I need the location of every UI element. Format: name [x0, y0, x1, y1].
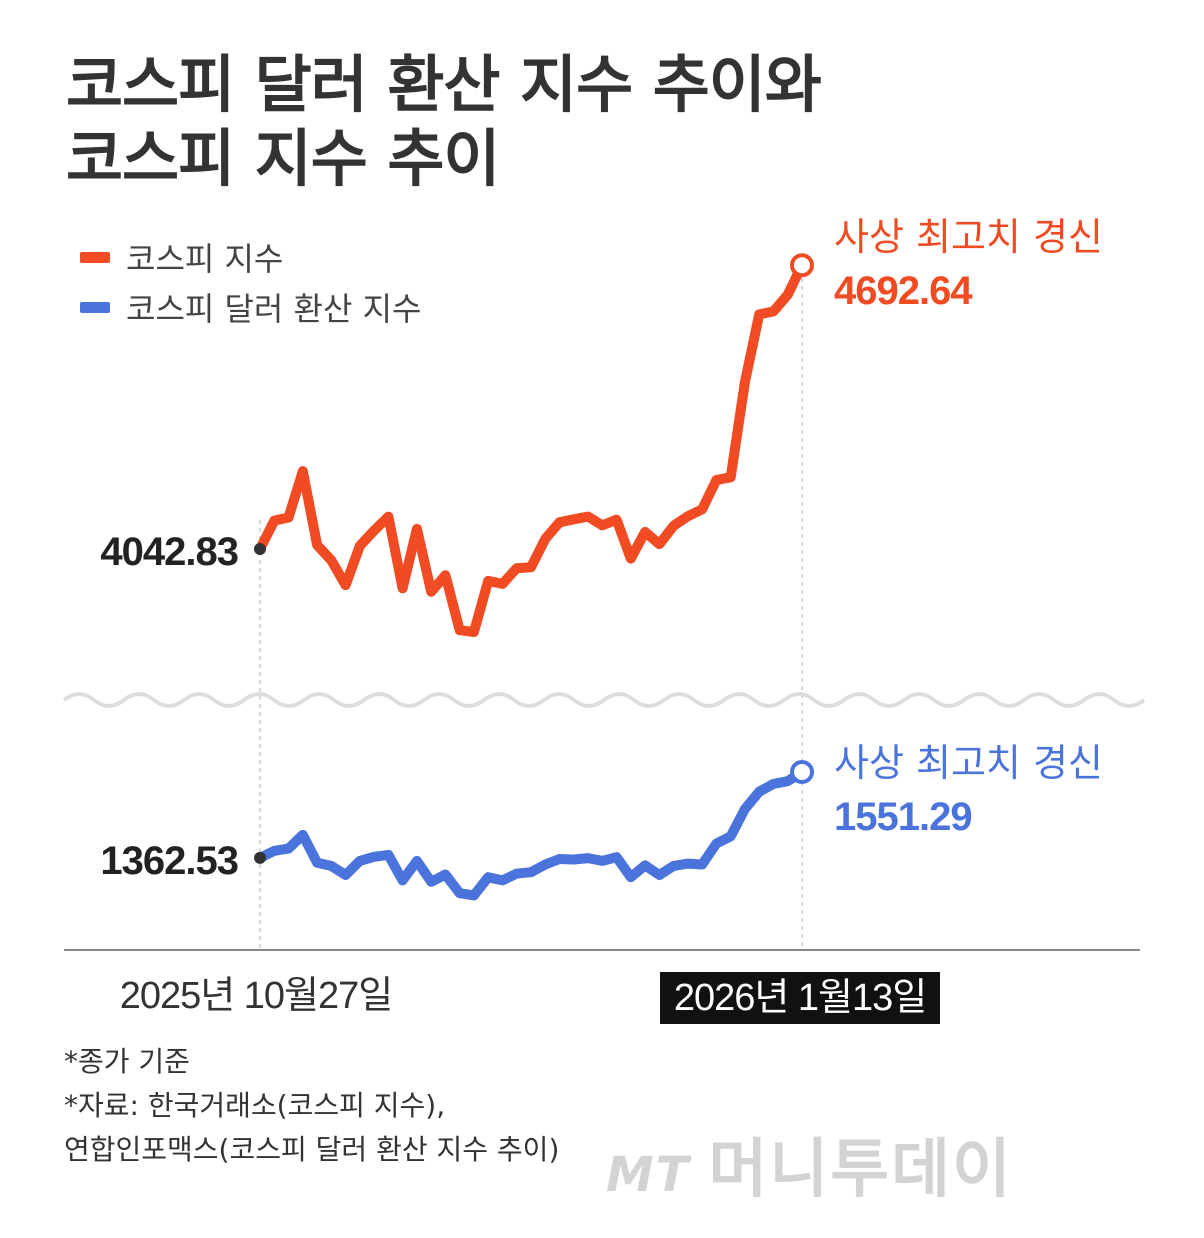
- legend: 코스피 지수 코스피 달러 환산 지수: [80, 232, 421, 332]
- start-point-kospi-usd: [254, 851, 266, 864]
- legend-swatch-kospi: [80, 251, 110, 263]
- series-line-kospi: [255, 260, 807, 637]
- record-high-note-kospi-usd: 사상 최고치 경신: [834, 741, 1103, 785]
- chart-title-line-2: 코스피 지수 추이: [66, 122, 500, 195]
- start-point-kospi: [254, 543, 266, 556]
- footnote-basis: *종가 기준: [64, 1045, 190, 1078]
- end-value-label-kospi: 4692.64: [834, 269, 973, 313]
- axis-break-wave: [62, 692, 1146, 708]
- record-high-note-kospi: 사상 최고치 경신: [834, 215, 1103, 259]
- start-value-label-kospi-usd: 1362.53: [100, 839, 238, 883]
- legend-item-kospi-usd: 코스피 달러 환산 지수: [80, 282, 421, 332]
- chart-title: 코스피 달러 환산 지수 추이와 코스피 지수 추이: [66, 48, 822, 196]
- x-tick-label-end-highlight: [660, 972, 940, 1024]
- series-line-kospi-usd: [255, 767, 807, 901]
- x-tick-label-start: 2025년 10월27일: [120, 975, 393, 1017]
- end-point-kospi: [790, 253, 814, 278]
- end-point-kospi-usd: [790, 759, 814, 784]
- legend-label-kospi-usd: 코스피 달러 환산 지수: [126, 290, 422, 328]
- x-tick-label-end: 2026년 1월13일: [674, 977, 926, 1019]
- publisher-watermark: MT 머니투데이: [606, 1118, 1013, 1210]
- watermark-text: 머니투데이: [708, 1133, 1013, 1207]
- chart-title-line-1: 코스피 달러 환산 지수 추이와: [66, 48, 822, 121]
- line-chart: 4042.83 사상 최고치 경신 4692.64 1362.53 사상 최고치 경신 1…: [62, 215, 1146, 1024]
- start-value-label-kospi: 4042.83: [100, 530, 238, 574]
- footnotes: *종가 기준 *자료: 한국거래소(코스피 지수), 연합인포맥스(코스피 달러…: [64, 1040, 559, 1172]
- footnote-source-1: *자료: 한국거래소(코스피 지수),: [64, 1089, 446, 1122]
- legend-item-kospi: 코스피 지수: [80, 232, 421, 282]
- watermark-logo: MT: [606, 1147, 691, 1203]
- footnote-source-2: 연합인포맥스(코스피 달러 환산 지수 추이): [64, 1133, 560, 1166]
- legend-label-kospi: 코스피 지수: [126, 240, 284, 278]
- end-value-label-kospi-usd: 1551.29: [834, 795, 972, 839]
- legend-swatch-kospi-usd: [80, 301, 110, 313]
